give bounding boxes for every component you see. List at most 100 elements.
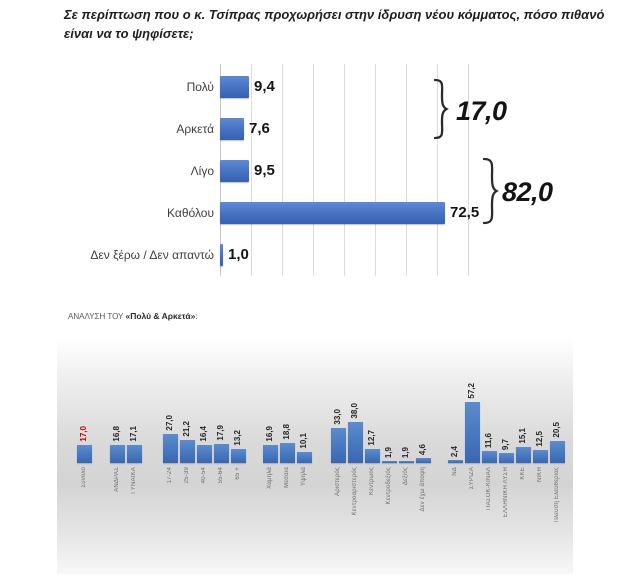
gridline	[406, 64, 407, 276]
bottom-bar-category-label: Πλεύση Ελευθερίας	[554, 467, 560, 523]
bottom-chart-bar	[365, 449, 380, 463]
bar-value-label: 7,6	[249, 120, 270, 137]
bottom-bar-category-label: ΝΙΚΗ	[537, 467, 543, 483]
gridline	[313, 64, 314, 276]
bottom-bar-category-label: Κεντρώος	[369, 467, 375, 495]
bar-value-label: 9,5	[254, 162, 275, 179]
category-label: Δεν ξέρω / Δεν απαντώ	[90, 248, 214, 262]
bottom-bar-category-label: Χαμηλά	[267, 467, 273, 489]
likelihood-bar-chart: Πολύ 9,4 Αρκετά 7,6 Λίγο 9,5 Καθόλου 72,5 Δεν ξέ…	[0, 60, 638, 290]
bottom-chart-bar	[231, 449, 246, 463]
bottom-bar-value-label: 1,9	[401, 446, 410, 458]
brace-total-value: 17,0	[456, 96, 507, 126]
bottom-bar-value-label: 21,2	[182, 421, 191, 437]
bottom-bar-category-label: 40-54	[201, 467, 207, 484]
bottom-bar-value-label: 10,1	[299, 433, 308, 449]
brace-total-value: 82,0	[502, 177, 553, 207]
top-chart-bar	[220, 244, 223, 266]
bottom-bar-category-label: ΚΚΕ	[520, 467, 526, 480]
analysis-label-prefix: ΑΝΑΛΥΣΗ ΤΟΥ	[68, 312, 126, 321]
bottom-bar-value-label: 12,7	[367, 430, 376, 446]
top-chart-row: Λίγο 9,5	[0, 159, 638, 183]
poll-question-title: Σε περίπτωση που ο κ. Τσίπρας προχωρήσει…	[64, 7, 605, 41]
bottom-chart-bar	[77, 445, 92, 463]
top-chart-bar	[220, 202, 445, 224]
bottom-bar-category-label: 25-39	[184, 467, 190, 484]
bottom-chart-bar	[163, 434, 178, 463]
bottom-bar-category-label: Αριστερός	[335, 467, 341, 496]
bottom-bar-category-label: ΓΥΝΑΙΚΑ	[131, 467, 137, 494]
bottom-bar-value-label: 16,9	[265, 426, 274, 442]
top-chart-row: Πολύ 9,4	[0, 75, 638, 99]
bottom-bar-value-label: 33,0	[333, 409, 342, 425]
gridline	[344, 64, 345, 276]
bottom-bar-value-label: 13,2	[233, 430, 242, 446]
bottom-bar-category-label: Δεξιός	[403, 467, 409, 486]
category-label: Πολύ	[186, 80, 214, 94]
bottom-bar-value-label: 4,6	[418, 443, 427, 455]
bottom-bar-value-label: 17,0	[79, 426, 88, 442]
bottom-bar-value-label: 2,4	[450, 445, 459, 457]
bottom-bar-category-label: ΕΛΛΗΝΙΚΗ ΛΥΣΗ	[503, 467, 509, 518]
group-brace	[433, 78, 449, 140]
bar-value-label: 9,4	[254, 78, 275, 95]
bottom-bar-category-label: ΝΔ	[452, 467, 458, 476]
bottom-bar-value-label: 16,4	[199, 426, 208, 442]
bottom-bar-category-label: 55-64	[218, 467, 224, 484]
bottom-chart-bar	[516, 447, 531, 463]
gridline	[282, 64, 283, 276]
bottom-bar-value-label: 38,0	[350, 403, 359, 419]
bottom-chart-bar	[297, 452, 312, 463]
bottom-chart-bar	[110, 445, 125, 463]
bottom-chart-bar	[499, 453, 514, 463]
top-chart-row: Καθόλου 72,5	[0, 201, 638, 225]
analysis-label-highlight: «Πολύ & Αρκετά»	[125, 311, 196, 321]
group-brace	[482, 157, 499, 225]
bottom-chart-bar	[214, 444, 229, 463]
bottom-bar-category-label: ΑΝΔΡΑΣ	[114, 467, 120, 492]
bottom-chart-bar	[448, 460, 463, 463]
bottom-chart-bar	[416, 458, 431, 463]
top-chart-bar	[220, 118, 244, 140]
bottom-bar-value-label: 16,8	[112, 426, 121, 442]
bottom-chart-bar	[280, 443, 295, 463]
category-label: Αρκετά	[176, 122, 214, 136]
bottom-bar-category-label: 65 +	[235, 467, 241, 480]
category-label: Λίγο	[190, 164, 214, 178]
bottom-bar-category-label: ΣΥΡΙΖΑ	[469, 467, 475, 490]
bottom-bar-category-label: ΠΑΣΟΚ-ΚΙΝΑΛ	[486, 467, 492, 510]
bottom-bar-value-label: 1,9	[384, 446, 393, 458]
bottom-chart-bar	[197, 445, 212, 463]
bottom-chart-bar	[550, 441, 565, 463]
bottom-bar-category-label: Κεντροδεξιός	[386, 467, 392, 505]
top-chart-row: Αρκετά 7,6	[0, 117, 638, 141]
bottom-bar-value-label: 18,8	[282, 424, 291, 440]
bottom-chart-bar	[263, 445, 278, 463]
bottom-bar-value-label: 15,1	[518, 428, 527, 444]
bottom-bar-category-label: Μεσαία	[284, 467, 290, 488]
gridline	[375, 64, 376, 276]
bottom-chart-bar	[348, 422, 363, 463]
bottom-bar-value-label: 17,9	[216, 425, 225, 441]
gridline	[468, 64, 469, 276]
bottom-bar-category-label: Υψηλά	[301, 467, 307, 486]
bottom-bar-value-label: 11,6	[484, 432, 493, 448]
analysis-label-suffix: :	[195, 312, 198, 321]
bottom-bar-value-label: 20,5	[552, 422, 561, 438]
gridline	[251, 64, 252, 276]
bottom-bar-value-label: 27,0	[165, 415, 174, 431]
bottom-chart-bar	[180, 440, 195, 463]
bottom-bar-value-label: 9,7	[501, 438, 510, 450]
category-label: Καθόλου	[167, 206, 214, 220]
bottom-bar-value-label: 57,2	[467, 383, 476, 399]
top-chart-bar	[220, 160, 249, 182]
bottom-chart-bar	[331, 428, 346, 463]
bottom-bar-category-label: Κεντροαριστερός	[352, 467, 358, 516]
bottom-bar-category-label: 17-24	[167, 467, 173, 484]
bottom-bar-category-label: Σύνολο	[81, 467, 87, 488]
analysis-section-label: ΑΝΑΛΥΣΗ ΤΟΥ «Πολύ & Αρκετά»:	[68, 311, 198, 321]
bottom-chart-bar	[533, 450, 548, 463]
bottom-chart-bar	[399, 461, 414, 463]
bottom-bar-value-label: 12,5	[535, 431, 544, 447]
